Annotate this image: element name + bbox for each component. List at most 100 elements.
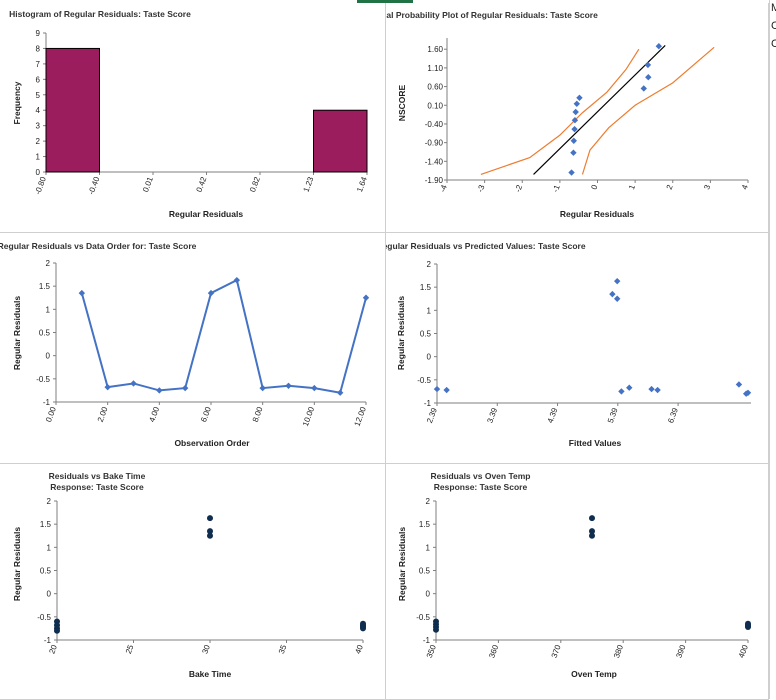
y-tick-label: 0 <box>36 168 41 177</box>
x-tick-label: 12.00 <box>353 405 368 427</box>
data-point <box>130 380 137 387</box>
x-tick-label: 40 <box>353 643 365 655</box>
x-tick-label: 4.00 <box>147 405 161 423</box>
y-tick-label: 0.60 <box>427 83 443 92</box>
normal-probability-chart: Normal Probability Plot of Regular Resid… <box>386 10 750 219</box>
x-tick-label: 0 <box>589 183 599 191</box>
y-axis-label: Regular Residuals <box>396 296 406 370</box>
y-tick-label: 0 <box>47 590 52 599</box>
data-point <box>259 384 266 392</box>
y-tick-label: 3 <box>36 122 41 131</box>
x-tick-label: -4 <box>438 183 449 193</box>
y-tick-label: 1.10 <box>427 64 443 73</box>
column-letter-1: M <box>771 2 776 14</box>
data-point <box>614 295 621 302</box>
normal-probability-panel[interactable]: Normal Probability Plot of Regular Resid… <box>386 3 769 233</box>
confidence-band-lower <box>581 46 715 175</box>
x-tick-label: 4.39 <box>546 406 560 424</box>
histogram-chart: Histogram of Regular Residuals: Taste Sc… <box>9 9 369 219</box>
y-tick-label: -0.90 <box>425 139 444 148</box>
fit-line <box>533 45 666 175</box>
x-tick-label: 3 <box>702 183 712 191</box>
residuals-vs-fitted-panel[interactable]: Regular Residuals vs Predicted Values: T… <box>386 233 769 464</box>
data-point <box>644 61 652 69</box>
x-tick-label: 4 <box>740 183 750 191</box>
y-tick-label: 0 <box>426 590 431 599</box>
chart-title: Regular Residuals vs Predicted Values: T… <box>386 241 586 251</box>
y-tick-label: -1 <box>423 636 431 645</box>
y-tick-label: 0.10 <box>427 101 443 110</box>
data-point <box>576 94 583 101</box>
x-tick-label: 25 <box>124 643 136 655</box>
data-point <box>54 627 60 634</box>
data-point <box>744 389 752 397</box>
y-tick-label: 0 <box>427 353 432 362</box>
y-tick-label: 8 <box>36 44 41 53</box>
y-tick-label: 2 <box>46 259 51 268</box>
x-tick-label: 370 <box>550 643 563 659</box>
data-point <box>207 515 213 522</box>
y-tick-label: 1 <box>427 306 432 315</box>
x-tick-label: 1.23 <box>302 175 316 193</box>
data-point <box>285 382 292 389</box>
data-point <box>640 85 647 92</box>
residuals-vs-fitted-chart: Regular Residuals vs Predicted Values: T… <box>386 241 752 448</box>
x-tick-label: 0.42 <box>195 175 209 193</box>
y-axis-label: Regular Residuals <box>12 527 22 601</box>
x-axis-label: Regular Residuals <box>560 209 634 219</box>
data-point <box>589 532 595 539</box>
y-tick-label: 1.5 <box>420 283 432 292</box>
y-tick-label: -1 <box>43 398 51 407</box>
y-tick-label: -1 <box>424 399 432 408</box>
histogram-panel[interactable]: Histogram of Regular Residuals: Taste Sc… <box>0 3 386 233</box>
column-letter-2: C <box>771 20 776 32</box>
x-tick-label: 6.39 <box>666 406 680 424</box>
x-tick-label: -3 <box>476 183 487 193</box>
x-tick-label: 400 <box>737 643 750 659</box>
chart-subtitle: Response: Taste Score <box>434 482 528 492</box>
y-tick-label: 9 <box>36 29 41 38</box>
data-point <box>645 74 652 81</box>
chart-title: Residuals vs Oven Temp <box>431 471 531 481</box>
x-tick-label: -0.80 <box>33 175 48 196</box>
x-tick-label: 2 <box>665 183 675 191</box>
y-tick-label: -0.5 <box>36 375 50 384</box>
x-tick-label: 0.00 <box>44 405 58 423</box>
data-point <box>570 137 577 144</box>
residuals-vs-oven-temp-panel[interactable]: Residuals vs Oven Temp Response: Taste Sc… <box>386 464 769 700</box>
y-tick-label: 1.60 <box>427 45 443 54</box>
y-tick-label: -0.5 <box>416 613 430 622</box>
y-tick-label: -0.5 <box>37 613 51 622</box>
y-tick-label: 5 <box>36 91 41 100</box>
x-tick-label: -2 <box>513 183 524 193</box>
data-point <box>609 290 616 298</box>
data-point <box>78 289 86 297</box>
y-tick-label: 1 <box>36 153 41 162</box>
data-point <box>745 622 751 629</box>
x-tick-label: 0.82 <box>248 175 262 193</box>
y-tick-label: 1 <box>46 305 51 314</box>
data-point <box>589 515 595 522</box>
data-point <box>655 43 663 50</box>
data-point <box>433 385 441 393</box>
y-tick-label: 6 <box>36 75 41 84</box>
residuals-vs-order-panel[interactable]: Regular Residuals vs Data Order for: Tas… <box>0 233 386 464</box>
data-point <box>181 384 189 392</box>
y-axis-label: Regular Residuals <box>12 296 22 370</box>
active-sheet-indicator[interactable] <box>357 0 413 3</box>
y-tick-label: -1.40 <box>425 157 444 166</box>
y-tick-label: 2 <box>427 260 432 269</box>
y-tick-label: 4 <box>36 106 41 115</box>
x-tick-label: 30 <box>200 643 212 655</box>
data-point <box>207 532 213 539</box>
data-point <box>311 384 318 392</box>
data-point <box>156 387 163 394</box>
residuals-vs-bake-time-panel[interactable]: Residuals vs Bake Time Response: Taste Sc… <box>0 464 386 700</box>
x-tick-label: 380 <box>612 643 625 659</box>
chart-title: Residuals vs Bake Time <box>49 471 146 481</box>
x-axis-label: Bake Time <box>189 669 232 679</box>
y-tick-label: 0.5 <box>39 329 51 338</box>
y-axis-label: Frequency <box>12 81 22 124</box>
